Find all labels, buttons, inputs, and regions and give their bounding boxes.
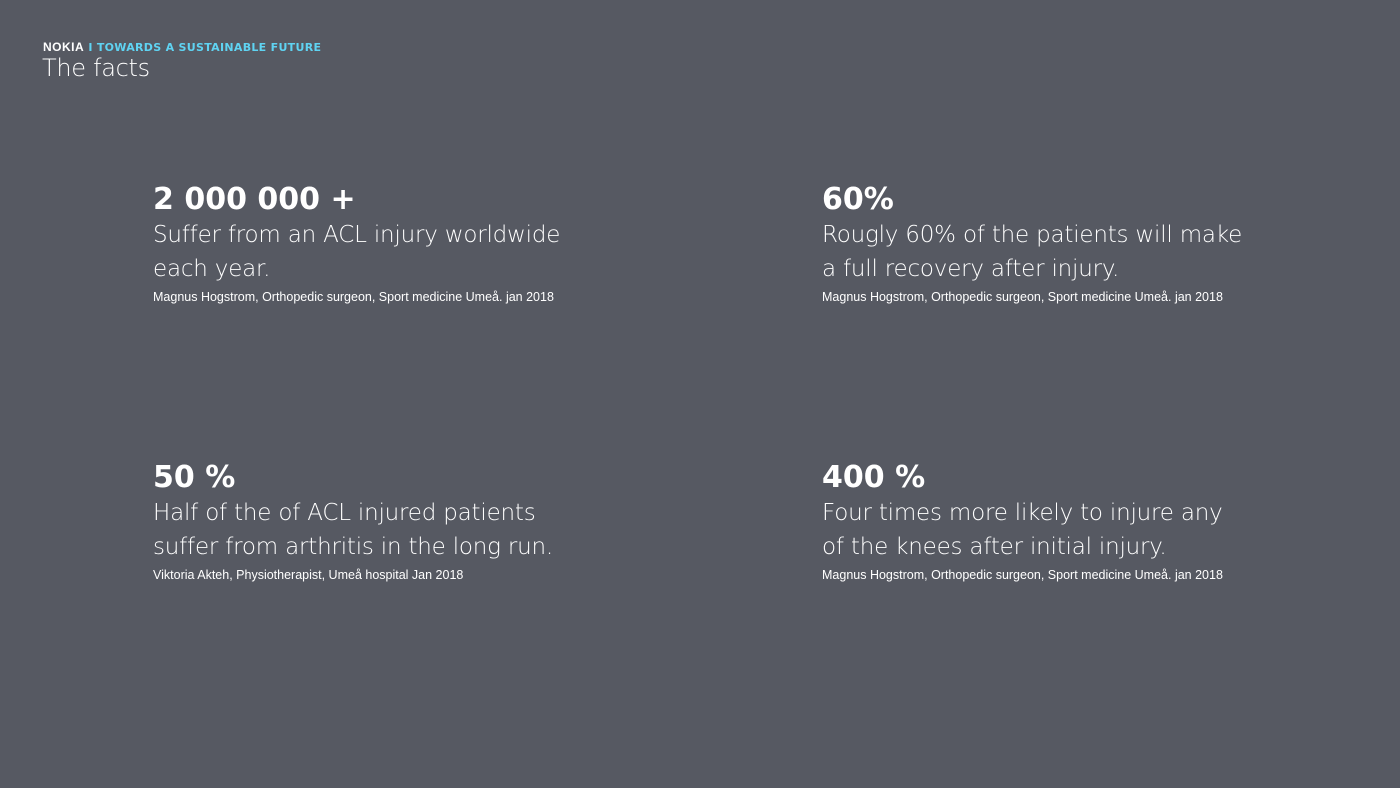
- fact-block: 60% Rougly 60% of the patients will make…: [822, 182, 1382, 306]
- brand-header: NOKIA I TOWARDS A SUSTAINABLE FUTURE: [43, 40, 321, 54]
- fact-source: Magnus Hogstrom, Orthopedic surgeon, Spo…: [153, 290, 554, 304]
- tagline: I TOWARDS A SUSTAINABLE FUTURE: [88, 41, 322, 54]
- fact-block: 400 % Four times more likely to injure a…: [822, 460, 1382, 584]
- fact-source: Magnus Hogstrom, Orthopedic surgeon, Spo…: [822, 568, 1223, 582]
- nokia-logo: NOKIA: [43, 40, 85, 54]
- fact-figure: 50 %: [153, 460, 236, 495]
- fact-block: 50 % Half of the of ACL injured patients…: [153, 460, 713, 584]
- fact-description-line: suffer from arthritis in the long run.: [153, 534, 554, 560]
- fact-description-line: each year.: [153, 256, 271, 282]
- page-title: The facts: [42, 54, 150, 82]
- fact-description-line: of the knees after initial injury.: [822, 534, 1167, 560]
- fact-block: 2 000 000 + Suffer from an ACL injury wo…: [153, 182, 713, 306]
- fact-source: Magnus Hogstrom, Orthopedic surgeon, Spo…: [822, 290, 1223, 304]
- fact-description-line: Suffer from an ACL injury worldwide: [153, 222, 561, 248]
- fact-description-line: Rougly 60% of the patients will make: [822, 222, 1243, 248]
- fact-description-line: Four times more likely to injure any: [822, 500, 1223, 526]
- fact-figure: 60%: [822, 182, 894, 217]
- fact-description-line: Half of the of ACL injured patients: [153, 500, 536, 526]
- fact-source: Viktoria Akteh, Physiotherapist, Umeå ho…: [153, 568, 464, 582]
- fact-figure: 2 000 000 +: [153, 182, 356, 217]
- fact-figure: 400 %: [822, 460, 926, 495]
- fact-description-line: a full recovery after injury.: [822, 256, 1120, 282]
